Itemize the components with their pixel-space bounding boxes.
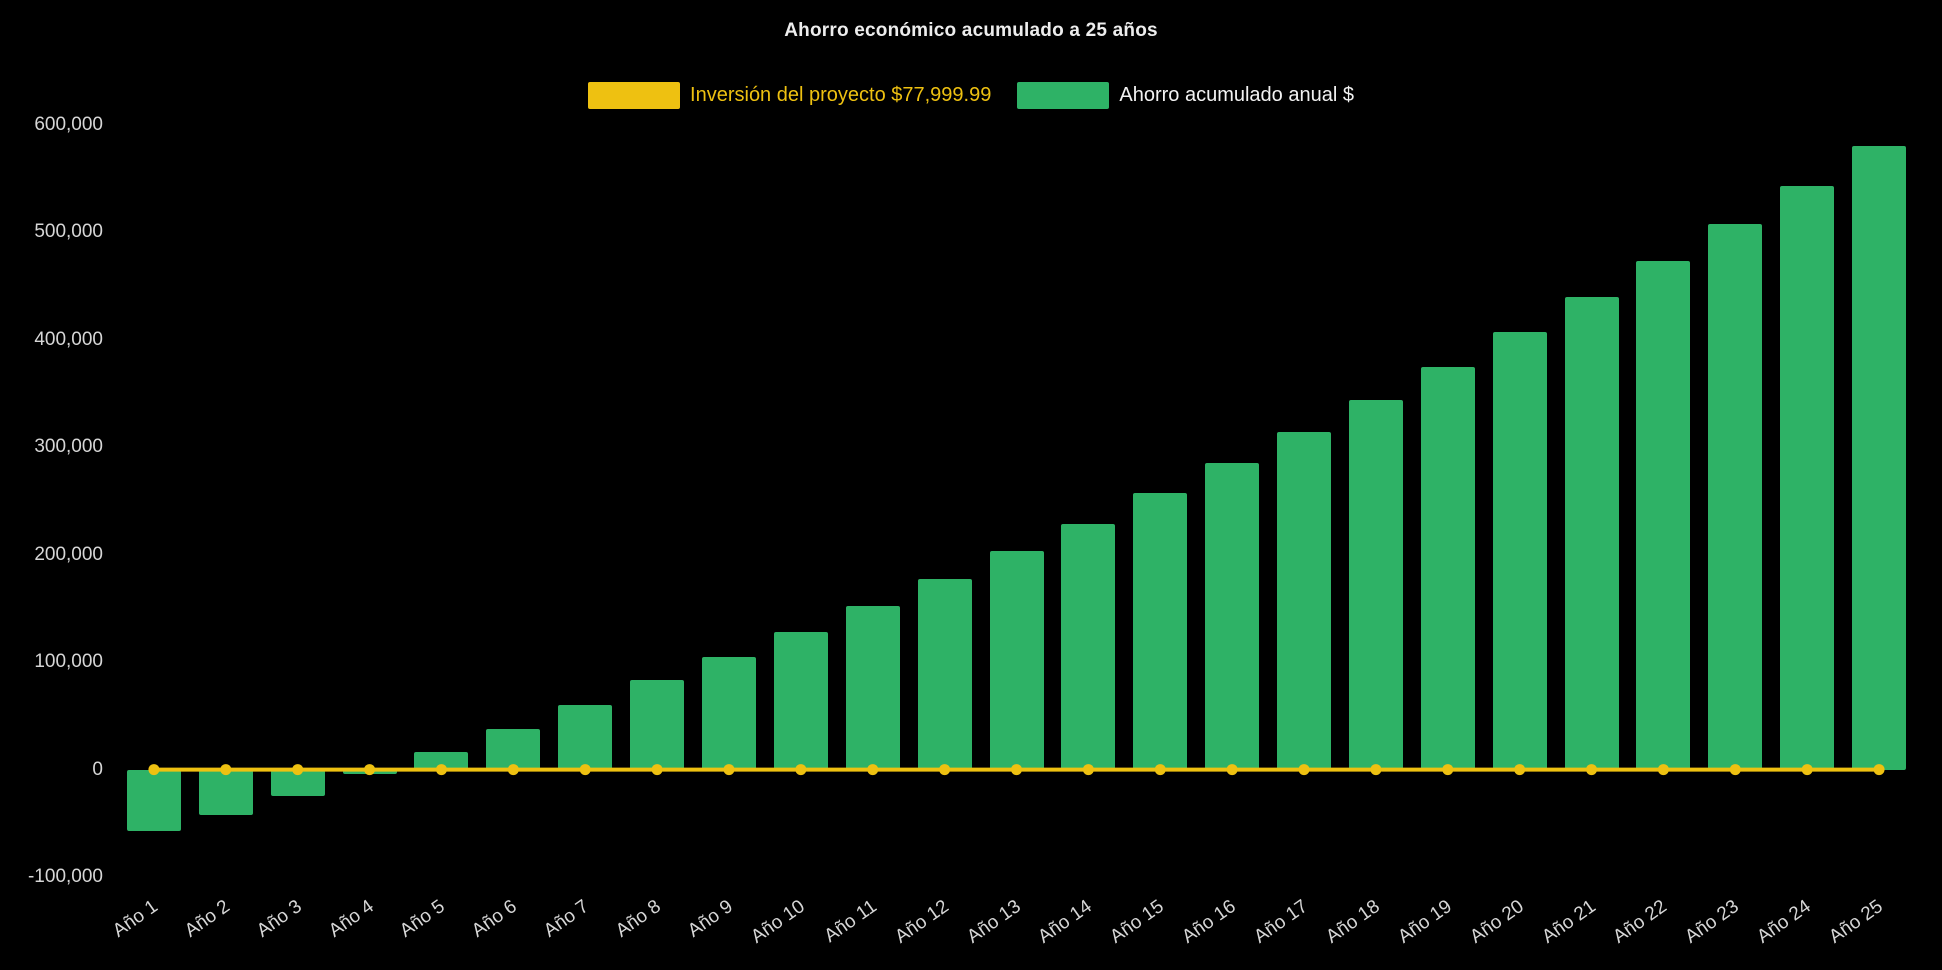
bar-año-1[interactable] xyxy=(126,769,181,831)
bar-año-22[interactable] xyxy=(1636,261,1691,770)
bar-año-19[interactable] xyxy=(1420,366,1475,770)
y-axis-tick-label: -100,000 xyxy=(27,866,103,887)
legend-item-savings[interactable]: Ahorro acumulado anual $ xyxy=(1017,82,1354,109)
bar-año-14[interactable] xyxy=(1061,523,1116,770)
bar-año-2[interactable] xyxy=(198,769,253,815)
bar-año-17[interactable] xyxy=(1277,432,1332,770)
legend-swatch-savings-icon xyxy=(1017,82,1110,109)
bar-año-24[interactable] xyxy=(1780,186,1835,770)
bar-año-21[interactable] xyxy=(1564,296,1619,770)
y-axis-tick-label: 600,000 xyxy=(34,114,103,135)
legend-label-savings: Ahorro acumulado anual $ xyxy=(1119,84,1354,106)
bar-año-6[interactable] xyxy=(486,728,541,770)
bar-año-12[interactable] xyxy=(917,579,972,770)
bar-año-3[interactable] xyxy=(270,769,325,797)
y-axis-tick-label: 0 xyxy=(92,758,103,780)
y-axis-tick-label: 100,000 xyxy=(34,651,103,673)
bar-año-10[interactable] xyxy=(773,632,828,770)
y-axis-tick-label: 500,000 xyxy=(34,221,103,243)
bar-año-23[interactable] xyxy=(1708,223,1763,770)
bar-año-13[interactable] xyxy=(989,551,1044,770)
bar-año-25[interactable] xyxy=(1852,146,1907,770)
legend-swatch-investment-icon xyxy=(588,82,681,109)
bar-año-20[interactable] xyxy=(1492,332,1547,770)
legend: Inversión del proyecto $77,999.99 Ahorro… xyxy=(0,82,1942,109)
bar-año-18[interactable] xyxy=(1348,400,1403,770)
y-axis-tick-label: 300,000 xyxy=(34,436,103,458)
bar-año-11[interactable] xyxy=(845,606,900,770)
legend-label-investment: Inversión del proyecto $77,999.99 xyxy=(690,84,992,106)
bar-año-4[interactable] xyxy=(342,769,397,774)
legend-item-investment[interactable]: Inversión del proyecto $77,999.99 xyxy=(588,82,991,109)
bar-año-8[interactable] xyxy=(630,680,685,770)
bar-año-5[interactable] xyxy=(414,752,469,770)
bar-año-9[interactable] xyxy=(701,656,756,770)
y-axis-tick-label: 200,000 xyxy=(34,543,103,565)
chart-title: Ahorro económico acumulado a 25 años xyxy=(784,20,1158,41)
bar-año-16[interactable] xyxy=(1205,463,1260,770)
bar-año-7[interactable] xyxy=(558,705,613,770)
y-axis-tick-label: 400,000 xyxy=(34,328,103,350)
bar-año-15[interactable] xyxy=(1133,493,1188,770)
